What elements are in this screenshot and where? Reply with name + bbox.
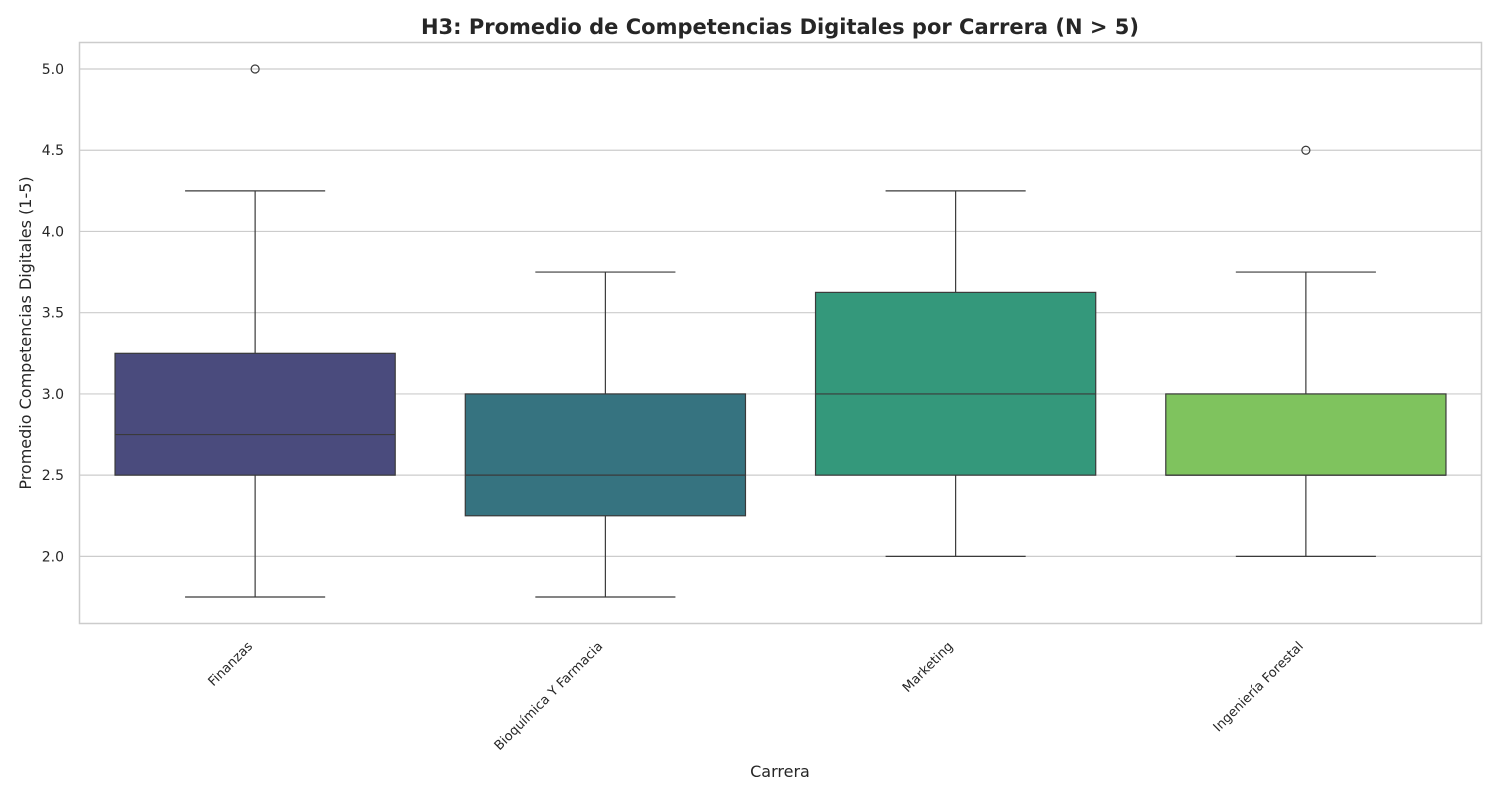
outlier-point (1301, 145, 1311, 155)
iqr-box (114, 352, 396, 476)
x-tick-label: Marketing (900, 639, 956, 695)
boxes-layer (114, 64, 1447, 598)
iqr-box (464, 393, 747, 517)
y-tick-label: 4.5 (42, 143, 64, 159)
y-axis-label: Promedio Competencias Digitales (1-5) (16, 176, 35, 489)
box-group (814, 190, 1097, 557)
box-group (1165, 145, 1447, 557)
y-tick-label: 4.0 (42, 224, 64, 240)
x-tick-label: Bioquímica Y Farmacia (492, 639, 606, 753)
box-group (464, 271, 747, 598)
box-group (114, 64, 396, 598)
outlier-point (250, 64, 260, 74)
y-tick-label: 2.0 (42, 549, 64, 565)
x-axis-label: Carrera (750, 762, 810, 781)
y-tick-label: 3.0 (42, 387, 64, 403)
iqr-box (814, 291, 1097, 476)
iqr-box (1165, 393, 1447, 476)
x-axis-ticks: Finanzas Bioquímica Y Farmacia Marketing In… (206, 639, 1307, 754)
y-axis-ticks: 2.0 2.5 3.0 3.5 4.0 4.5 5.0 (42, 62, 64, 565)
y-tick-label: 3.5 (42, 306, 64, 322)
plot-frame (78, 41, 1483, 625)
x-tick-label: Finanzas (206, 639, 256, 689)
y-tick-label: 5.0 (42, 62, 64, 78)
x-tick-label: Ingeniería Forestal (1211, 639, 1307, 735)
grid-lines (80, 68, 1481, 557)
y-tick-label: 2.5 (42, 468, 64, 484)
chart-title: H3: Promedio de Competencias Digitales p… (421, 15, 1139, 39)
